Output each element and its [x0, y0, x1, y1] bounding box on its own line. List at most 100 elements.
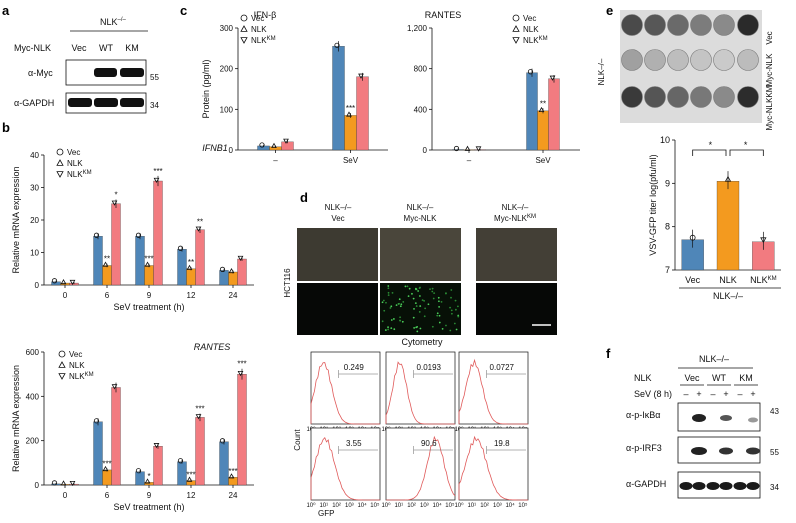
- b_rantes-xtick-label-1: 6: [105, 491, 110, 500]
- e_titer-ytick-label-0: 7: [665, 265, 670, 275]
- gfp-cell-dot: [392, 318, 395, 320]
- gfp-cell-dot: [445, 292, 447, 295]
- cyto-1-0-xtick-5: 10⁵: [370, 502, 380, 509]
- b_ifnb1-dot-1-2: [111, 200, 118, 206]
- panel-a-blot-myc-mw: 55: [150, 73, 159, 82]
- panel-d-col3-line2: Myc-NLKKM: [494, 214, 536, 223]
- c_rantes-xtick-label-0: –: [467, 156, 472, 165]
- b_ifnb1-dot-1-1: [102, 261, 109, 267]
- c_rantes-bar-1-1: [537, 110, 549, 151]
- gfp-cell-dot: [406, 285, 409, 288]
- cyto-1-1-xtick-5: 10⁵: [445, 502, 455, 509]
- panel-f-gapdh-band-2: [706, 482, 720, 490]
- well-1-3: [690, 49, 712, 71]
- b_rantes-xtick-label-4: 24: [229, 491, 238, 500]
- gfp-cell-dot: [418, 287, 421, 289]
- c_rantes-ytick-label-2: 800: [414, 65, 428, 74]
- panel-f-blot1-label: α-p-IκBα: [626, 410, 660, 420]
- panel-a-blot-gapdh-label: α-GAPDH: [14, 98, 54, 108]
- gfp-cell-dot: [415, 305, 418, 307]
- b_ifnb1-xtick-label-4: 24: [229, 291, 238, 300]
- panel-d-brightfield-km: [476, 228, 557, 281]
- c_rantes-legend-marker-0: [512, 14, 520, 22]
- b_ifnb1-ytick-label-3: 30: [30, 184, 39, 193]
- gfp-cell-dot: [387, 287, 390, 290]
- cyto-1-2-frame: [458, 427, 529, 501]
- cyto-1-1-xtick-1: 10¹: [394, 503, 403, 509]
- panel-a-blot-gapdh-mw: 34: [150, 101, 159, 110]
- well-1-4: [713, 49, 735, 71]
- b_rantes-legend-label-1: NLK: [69, 361, 85, 370]
- panel-e-row-myc-nlkkm: Myc-NLKKM: [765, 85, 774, 130]
- panel-f-blot1-mw: 43: [770, 407, 779, 416]
- gfp-cell-dot: [450, 296, 452, 299]
- gfp-cell-dot: [437, 296, 440, 299]
- b_ifnb1-dot-3-0: [177, 245, 184, 251]
- c_rantes-xtick-label-1: SeV: [535, 156, 551, 165]
- c_ifnb-sig-1-1: ***: [346, 104, 355, 113]
- gfp-cell-dot: [423, 315, 426, 318]
- cyto-1-1-percent: 90.6: [421, 439, 437, 448]
- c_ifnb-ytick-label-3: 300: [220, 24, 234, 33]
- panel-e-row-vec: Vec: [765, 31, 774, 44]
- panel-f-gapdh-band-0: [679, 482, 693, 490]
- b_rantes-bar-2-0: [135, 471, 145, 486]
- b_rantes-dot-4-1: [228, 473, 235, 479]
- b_rantes-dot-0-2: [69, 480, 76, 487]
- gfp-cell-dot: [432, 297, 435, 300]
- b_rantes-bar-1-0: [93, 421, 103, 486]
- b_ifnb1-dot-0-2: [69, 279, 76, 286]
- c_ifnb-legend-label-1: NLK: [251, 25, 267, 34]
- gfp-cell-dot: [387, 326, 389, 329]
- well-2-3: [690, 86, 712, 108]
- e_titer-xtick-label-0: Vec: [685, 275, 701, 285]
- gfp-cell-dot: [421, 299, 424, 302]
- cyto-1-2-xtick-2: 10²: [480, 503, 489, 509]
- b_ifnb1-xtick-label-1: 6: [105, 291, 110, 300]
- cyto-1-0-xtick-0: 10⁰: [306, 502, 316, 509]
- b_rantes-dot-2-0: [135, 468, 142, 474]
- c_rantes-ytick-label-1: 400: [414, 105, 428, 114]
- gfp-cell-dot: [398, 302, 401, 305]
- c_rantes-ytick-label-3: 1,200: [407, 24, 428, 33]
- b_rantes-sig-1-1: ***: [102, 459, 111, 468]
- panel-f-gapdh-band-3: [719, 482, 733, 490]
- b_rantes-xtick-label-3: 12: [187, 491, 196, 500]
- panel-f-blot3-label: α-GAPDH: [626, 479, 666, 489]
- c_rantes-legend-label-2: NLKKM: [523, 36, 548, 45]
- gfp-cell-dot: [431, 325, 434, 328]
- e_titer-bracket-1: [729, 149, 764, 156]
- b_ifnb1-sig-1-1: **: [104, 255, 110, 264]
- gfp-cell-dot: [413, 327, 416, 329]
- c_ifnb-legend-marker-2: [240, 37, 248, 44]
- b_ifnb1-legend-label-2: NLKKM: [67, 170, 92, 179]
- panel-d: NLK–/– Vec NLK–/– Myc-NLK NLK–/– Myc-NLK…: [283, 203, 557, 518]
- c_ifnb-dot-0-0: [259, 142, 265, 148]
- gfp-cell-dot: [387, 328, 390, 331]
- c_ifnb-xtick-label-1: SeV: [343, 156, 359, 165]
- b_rantes-dot-3-0: [177, 458, 184, 464]
- b_rantes-dot-1-2: [111, 384, 118, 390]
- cyto-0-1-histogram: [385, 361, 455, 425]
- cyto-1-2-percent: 19.8: [494, 439, 510, 448]
- c_rantes-ytick-label-0: 0: [423, 146, 428, 155]
- gfp-cell-dot: [401, 320, 404, 323]
- gfp-cell-dot: [398, 298, 401, 301]
- b_rantes-legend-marker-0: [58, 350, 66, 358]
- gfp-cell-dot: [456, 305, 459, 308]
- b_ifnb1-bar-4-1: [228, 271, 238, 286]
- b_rantes-legend-label-2: NLKKM: [69, 372, 94, 381]
- cyto-1-2-histogram: [458, 435, 529, 501]
- c_rantes-sig-1-1: **: [540, 99, 546, 108]
- gfp-cell-dot: [438, 314, 441, 317]
- b_ifnb1-sig-1-2: *: [114, 191, 117, 200]
- b_ifnb1-dot-2-0: [135, 232, 142, 238]
- cyto-1-2-xtick-1: 10¹: [467, 503, 476, 509]
- panel-f-blot2-label: α-p-IRF3: [626, 443, 662, 453]
- panel-f-gapdh-band-5: [746, 482, 760, 490]
- gfp-cell-dot: [381, 320, 384, 323]
- gfp-cell-dot: [387, 285, 390, 287]
- b_ifnb1-xlabel: SeV treatment (h): [113, 302, 184, 312]
- b_ifnb1-sig-3-2: **: [197, 218, 203, 227]
